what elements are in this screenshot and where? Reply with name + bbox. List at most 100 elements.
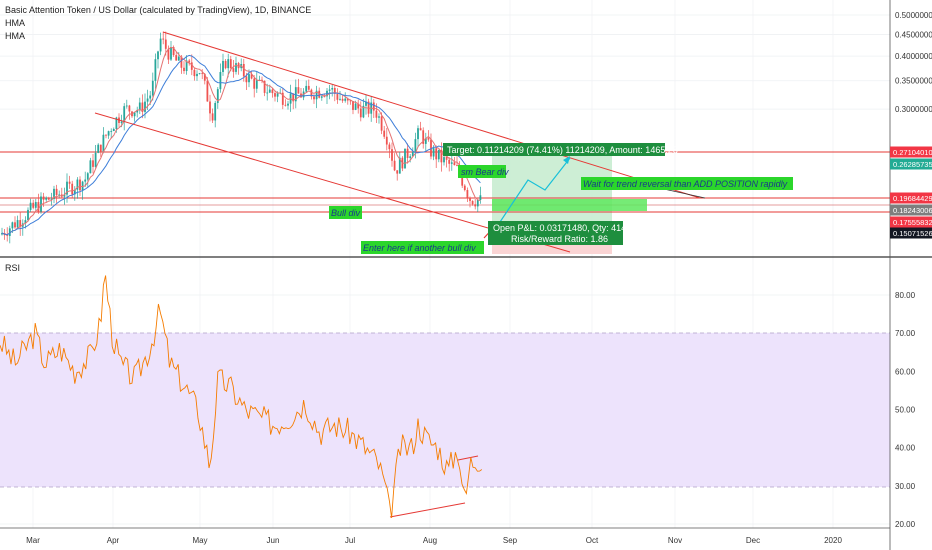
candle-body xyxy=(188,60,191,63)
candle-body xyxy=(37,202,40,212)
wait-label: Wait for trend reversal than ADD POSITIO… xyxy=(583,179,788,189)
candle-body xyxy=(162,38,165,40)
candle-body xyxy=(66,181,68,195)
candle-body xyxy=(97,144,100,153)
candle-body xyxy=(180,56,183,68)
target-text: Target: 0.11214209 (74.41%) 11214209, Am… xyxy=(447,145,678,155)
candle-body xyxy=(445,157,448,160)
candle-body xyxy=(58,194,61,196)
candle-body xyxy=(292,93,295,102)
rsi-tick-label: 80.00 xyxy=(895,291,916,300)
candle-body xyxy=(102,134,105,153)
candle-body xyxy=(76,179,79,190)
candle-body xyxy=(430,139,432,157)
hma-line-1 xyxy=(1,46,481,236)
hma-indicator-2[interactable]: HMA xyxy=(5,31,25,41)
channel-upper-line xyxy=(162,31,701,199)
entry-highlight-bar xyxy=(492,199,647,211)
price-tags: 0.27104010 0.26285735 0.19684429 0.18243006… xyxy=(890,146,932,239)
candle-body xyxy=(310,89,313,97)
candle-body xyxy=(357,103,360,109)
candle-body xyxy=(274,93,276,97)
candle-body xyxy=(53,188,55,199)
candle-body xyxy=(8,228,11,236)
candle-body xyxy=(471,200,474,205)
candle-body xyxy=(237,63,240,69)
time-tick-label: Aug xyxy=(423,536,437,545)
candle-body xyxy=(281,92,284,105)
candle-body xyxy=(164,39,167,49)
price-tag xyxy=(890,216,932,228)
candle-body xyxy=(144,101,146,112)
time-axis[interactable]: Mar Apr May Jun Jul Aug Sep Oct Nov Dec 2020 xyxy=(26,536,842,545)
candle-body xyxy=(190,62,193,70)
candle-body xyxy=(211,113,214,121)
price-tag xyxy=(890,158,932,170)
candle-body xyxy=(271,89,274,94)
price-tag-label: 0.15071526 xyxy=(893,229,932,238)
candle-body xyxy=(50,198,53,200)
wait-label-bg xyxy=(581,177,793,190)
rsi-axis[interactable]: 80.00 70.00 60.00 50.00 40.00 30.00 20.00 xyxy=(895,291,916,529)
candle-body xyxy=(214,102,217,121)
candle-body xyxy=(112,128,115,132)
time-tick-label: Sep xyxy=(503,536,518,545)
candle-body xyxy=(435,148,438,160)
candle-body xyxy=(84,179,87,182)
rsi-label[interactable]: RSI xyxy=(5,263,20,273)
candle-body xyxy=(375,110,378,118)
candle-body xyxy=(427,138,430,140)
candle-body xyxy=(141,102,144,112)
candle-body xyxy=(266,92,269,94)
candle-body xyxy=(146,98,149,102)
candle-body xyxy=(255,80,258,89)
candle-body xyxy=(242,63,245,77)
candle-body xyxy=(115,117,118,129)
time-tick-label: Jun xyxy=(267,536,280,545)
candle-body xyxy=(320,96,323,98)
candle-body xyxy=(287,103,289,106)
candle-body xyxy=(27,209,29,221)
candle-body xyxy=(349,100,352,102)
candle-body xyxy=(71,183,74,195)
candle-body xyxy=(55,188,58,196)
candle-body xyxy=(11,222,14,229)
candle-body xyxy=(344,98,347,101)
candle-body xyxy=(443,157,445,163)
price-tag xyxy=(890,204,932,216)
open-pnl-line1: Open P&L: 0.03171480, Qty: 4149 xyxy=(493,223,631,233)
candle-body xyxy=(73,189,76,195)
candle-body xyxy=(409,156,412,158)
candle-body xyxy=(362,105,365,118)
candle-body xyxy=(341,98,344,101)
candle-body xyxy=(19,220,22,227)
candle-body xyxy=(14,222,16,228)
candle-body xyxy=(359,108,362,118)
candle-body xyxy=(128,105,131,112)
candle-body xyxy=(42,196,45,200)
candle-body xyxy=(175,55,178,61)
candle-body xyxy=(315,90,318,100)
candle-body xyxy=(120,121,123,123)
candle-body xyxy=(391,149,393,161)
candle-body xyxy=(86,173,89,180)
candle-body xyxy=(372,102,375,111)
time-tick-label: Nov xyxy=(668,536,682,545)
projection-arrow xyxy=(499,157,571,223)
candle-body xyxy=(388,144,391,150)
candle-body xyxy=(92,160,94,167)
candle-body xyxy=(354,103,357,110)
candle-body xyxy=(151,80,154,96)
candle-body xyxy=(105,134,107,136)
price-tag-label: 0.19684429 xyxy=(893,194,932,203)
candle-body xyxy=(45,197,48,200)
open-pnl-line2: Risk/Reward Ratio: 1.86 xyxy=(511,234,608,244)
hma-indicator-1[interactable]: HMA xyxy=(5,18,25,28)
candle-body xyxy=(99,144,102,153)
price-tag-label: 0.17555832 xyxy=(893,218,932,227)
candle-body xyxy=(453,162,456,166)
